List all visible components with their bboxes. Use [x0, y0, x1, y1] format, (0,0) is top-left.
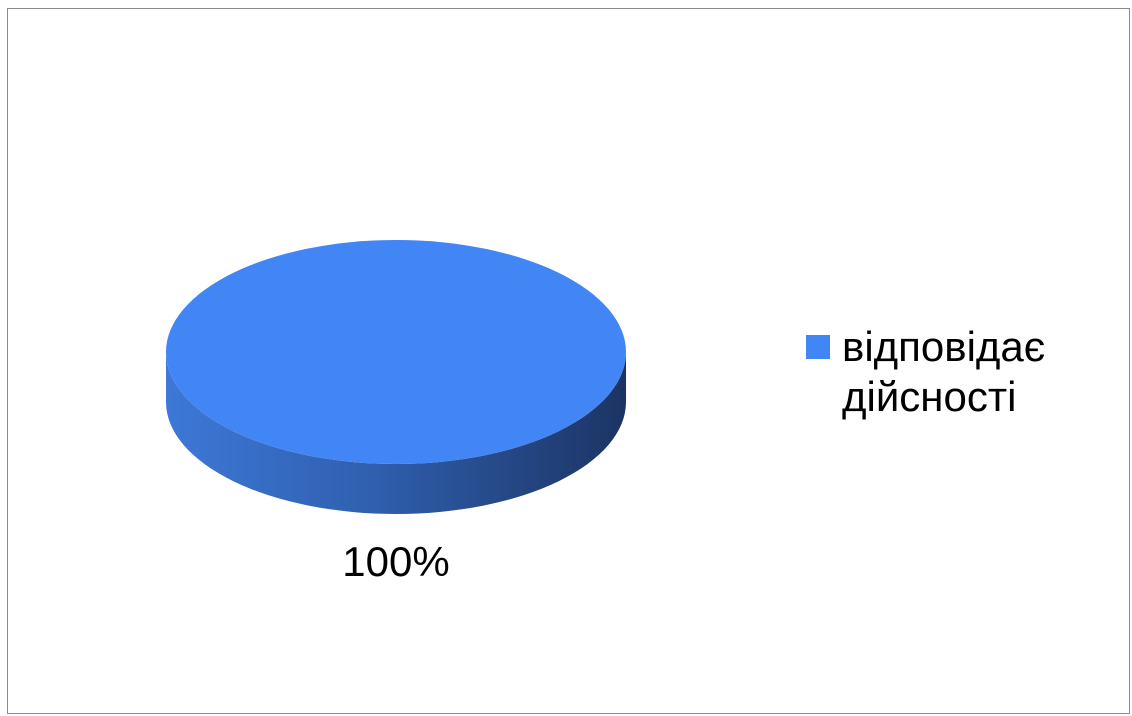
legend: відповідає дійсності	[806, 322, 1045, 422]
legend-label[interactable]: відповідає дійсності	[842, 323, 1046, 420]
data-label: 100%	[342, 538, 449, 585]
legend-swatch	[806, 335, 830, 359]
pie-slice[interactable]	[166, 240, 626, 464]
pie-slice-side[interactable]	[166, 352, 626, 514]
